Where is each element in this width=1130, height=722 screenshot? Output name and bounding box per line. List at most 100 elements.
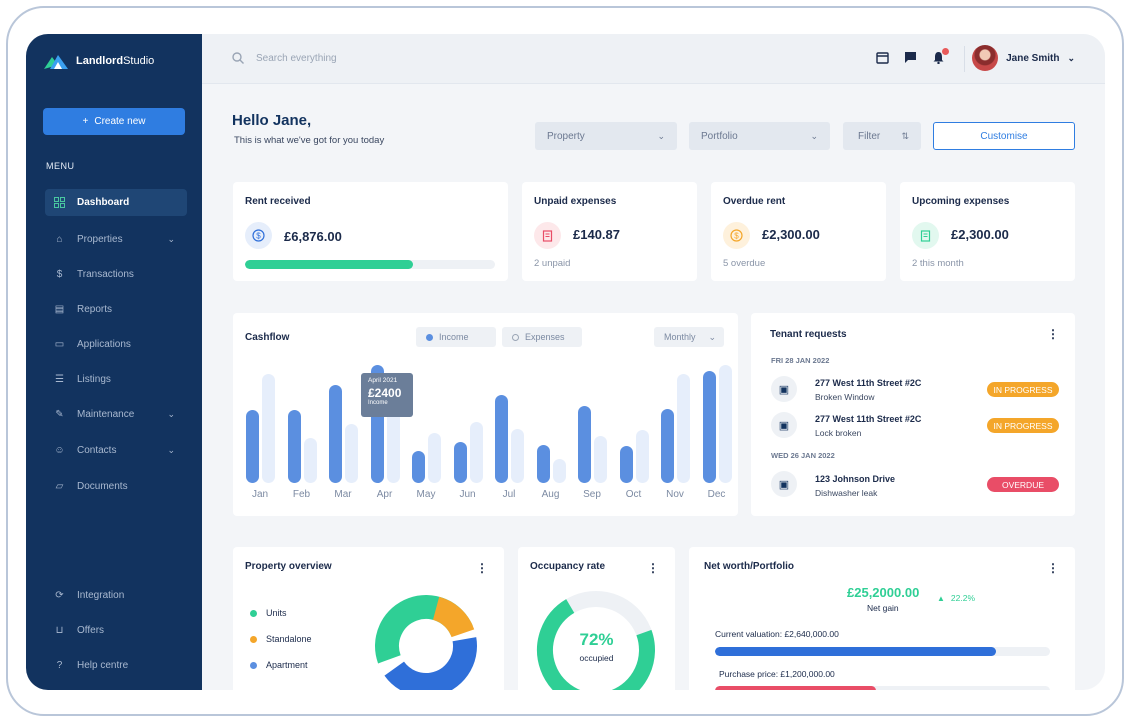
expenses-bar-mar[interactable]	[345, 424, 358, 483]
request-date: FRI 28 JAN 2022	[771, 356, 830, 365]
customise-button[interactable]: Customise	[933, 122, 1075, 150]
sidebar-item-help[interactable]: ? Help centre	[45, 652, 187, 679]
expenses-bar-jul[interactable]	[511, 428, 524, 483]
legend-dot	[512, 333, 519, 341]
property-dropdown[interactable]: Property ⌄	[535, 122, 677, 150]
sidebar-item-label: Dashboard	[77, 197, 130, 208]
expenses-bar-apr[interactable]	[386, 406, 400, 483]
expenses-bar-nov[interactable]	[677, 374, 690, 483]
sidebar-item-dashboard[interactable]: Dashboard	[45, 189, 187, 216]
donut-segment-apartment	[375, 595, 477, 690]
portfolio-dropdown[interactable]: Portfolio ⌄	[689, 122, 830, 150]
request-description: Broken Window	[815, 392, 875, 402]
sidebar-item-integration[interactable]: ⟳ Integration	[45, 582, 187, 609]
unpaid-expenses-card[interactable]: Unpaid expenses £140.87 2 unpaid	[522, 182, 697, 281]
sidebar-item-listings[interactable]: ☰ Listings	[45, 366, 187, 393]
sidebar-item-offers[interactable]: ⊔ Offers	[45, 617, 187, 644]
expenses-bar-jun[interactable]	[469, 421, 483, 483]
change-value: 22.2%	[950, 593, 976, 603]
create-new-button[interactable]: + Create new	[43, 108, 185, 135]
menu-heading: MENU	[46, 161, 75, 171]
sync-icon: ⟳	[55, 590, 64, 601]
dropdown-label: Portfolio	[701, 130, 738, 142]
income-legend-toggle[interactable]: Income	[416, 327, 496, 347]
x-tick-label: Nov	[666, 489, 684, 500]
folder-icon: ▱	[55, 481, 64, 492]
more-options-icon[interactable]: ⋮	[1047, 561, 1059, 575]
x-tick-label: Oct	[625, 489, 642, 500]
legend-label: Units	[266, 608, 287, 618]
document-icon: ▭	[54, 339, 65, 350]
chevron-down-icon: ⌄	[810, 130, 818, 141]
divider	[964, 46, 965, 72]
dashboard-icon	[54, 197, 65, 208]
status-badge: OVERDUE	[987, 477, 1059, 492]
filter-button[interactable]: Filter ⇅	[843, 122, 921, 150]
stat-subtext: 5 overdue	[723, 258, 766, 269]
more-options-icon[interactable]: ⋮	[647, 561, 659, 575]
sidebar-item-transactions[interactable]: $ Transactions	[45, 261, 187, 288]
expenses-bar-jan[interactable]	[262, 374, 275, 483]
purchase-label: Purchase price: £1,200,000.00	[719, 669, 835, 679]
home-icon: ⌂	[56, 234, 63, 245]
expenses-bar-oct[interactable]	[635, 429, 649, 483]
expenses-bar-aug[interactable]	[552, 459, 566, 483]
upcoming-expenses-card[interactable]: Upcoming expenses £2,300.00 2 this month	[900, 182, 1075, 281]
income-bar-may[interactable]	[412, 451, 425, 483]
income-bar-jul[interactable]	[495, 394, 508, 483]
stat-value: £140.87	[573, 227, 620, 242]
more-options-icon[interactable]: ⋮	[1047, 327, 1059, 341]
brand-logo[interactable]: LandlordStudio	[42, 51, 154, 71]
sidebar-item-documents[interactable]: ▱ Documents	[45, 473, 187, 500]
calendar-icon[interactable]	[875, 51, 889, 65]
briefcase-icon: ▣	[771, 376, 797, 402]
sidebar-item-reports[interactable]: ▤ Reports	[45, 296, 187, 323]
legend-label: Apartment	[266, 660, 308, 670]
occupancy-label: occupied	[579, 653, 614, 663]
expenses-bar-feb[interactable]	[303, 438, 317, 483]
sidebar-item-contacts[interactable]: ☺ Contacts ⌄	[45, 437, 187, 464]
expenses-bar-may[interactable]	[428, 433, 441, 483]
avatar	[972, 45, 999, 71]
income-bar-sep[interactable]	[578, 406, 591, 483]
expenses-legend-toggle[interactable]: Expenses	[502, 327, 582, 347]
user-menu[interactable]: Jane Smith ⌄	[972, 45, 1075, 71]
rent-received-card[interactable]: Rent received $ £6,876.00	[233, 182, 508, 281]
income-bar-dec[interactable]	[702, 370, 716, 483]
income-bar-jan[interactable]	[246, 409, 259, 483]
income-bar-oct[interactable]	[619, 446, 633, 483]
sidebar-item-label: Properties	[77, 234, 123, 245]
period-dropdown[interactable]: Monthly ⌄	[654, 327, 724, 347]
search-box[interactable]: Search everything	[232, 52, 337, 64]
occupancy-ring	[537, 591, 655, 690]
chart-tooltip: April 2021 £2400 Income	[361, 373, 413, 417]
briefcase-icon: ▣	[771, 471, 797, 497]
legend-standalone: Standalone	[250, 634, 312, 644]
expenses-bar-dec[interactable]	[718, 365, 732, 483]
sidebar-item-applications[interactable]: ▭ Applications	[45, 331, 187, 358]
sidebar: LandlordStudio + Create new MENU Dashboa…	[26, 34, 202, 690]
legend-dot	[250, 661, 257, 669]
listing-icon: ☰	[55, 374, 64, 385]
income-bar-jun[interactable]	[453, 441, 467, 483]
sidebar-item-properties[interactable]: ⌂ Properties ⌄	[45, 226, 187, 253]
overdue-rent-card[interactable]: Overdue rent $ £2,300.00 5 overdue	[711, 182, 886, 281]
income-bar-aug[interactable]	[536, 445, 550, 483]
bell-icon[interactable]	[931, 48, 949, 65]
income-bar-mar[interactable]	[329, 385, 342, 483]
chat-icon[interactable]	[903, 51, 917, 65]
legend-units: Units	[250, 608, 287, 618]
search-input[interactable]: Search everything	[256, 52, 337, 64]
legend-label: Income	[439, 332, 469, 342]
sidebar-item-label: Documents	[77, 481, 128, 492]
income-bar-feb[interactable]	[287, 409, 301, 483]
sidebar-item-maintenance[interactable]: ✎ Maintenance ⌄	[45, 401, 187, 428]
more-options-icon[interactable]: ⋮	[476, 561, 488, 575]
x-tick-label: Feb	[292, 489, 311, 500]
income-bar-nov[interactable]	[661, 408, 674, 483]
stat-value: £6,876.00	[284, 229, 342, 244]
svg-text:$: $	[256, 232, 261, 241]
expenses-bar-sep[interactable]	[594, 435, 607, 483]
request-description: Dishwasher leak	[815, 488, 878, 498]
coin-icon: $	[723, 222, 750, 249]
